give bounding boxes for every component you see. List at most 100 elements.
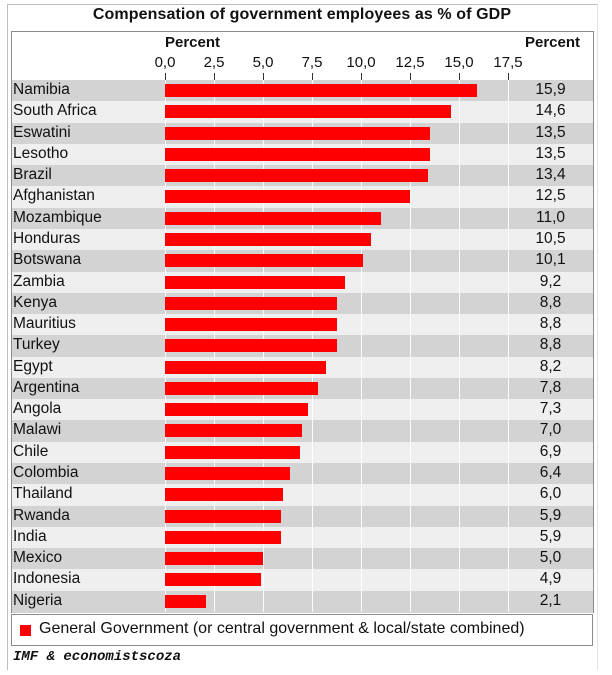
category-label: Turkey — [13, 336, 60, 354]
bar — [165, 488, 283, 502]
x-tick-mark — [214, 73, 215, 80]
bar — [165, 467, 291, 481]
category-label: Botswana — [13, 251, 82, 269]
row-band: Chile 6,9 — [12, 441, 593, 464]
value-label: 8,8 — [539, 336, 562, 354]
bar — [165, 530, 281, 544]
bar — [165, 190, 410, 204]
x-tick-label: 7,5 — [301, 54, 323, 71]
bar — [165, 147, 430, 161]
gridline — [508, 80, 509, 612]
category-label: Brazil — [13, 166, 52, 184]
category-label: Lesotho — [13, 144, 69, 162]
chart-frame — [7, 4, 598, 670]
category-label: Colombia — [13, 464, 79, 482]
x-tick-label: 15,0 — [444, 54, 474, 71]
bar — [165, 296, 338, 310]
gridline — [459, 80, 460, 612]
legend-label: General Government (or central governmen… — [39, 620, 525, 637]
gridline — [410, 80, 411, 612]
value-label: 7,8 — [539, 378, 562, 396]
category-label: Honduras — [13, 229, 81, 247]
x-tick-label: 0,0 — [154, 54, 176, 71]
row-band: Mexico 5,0 — [12, 548, 593, 571]
category-label: Mexico — [13, 549, 63, 567]
value-label: 11,0 — [535, 208, 566, 226]
value-label: 6,0 — [539, 485, 562, 503]
row-band: Indonesia 4,9 — [12, 569, 593, 592]
row-band: Nigeria 2,1 — [12, 590, 593, 613]
row-band: India 5,9 — [12, 526, 593, 549]
bar — [165, 573, 262, 587]
row-band: Malawi 7,0 — [12, 420, 593, 443]
bar — [165, 275, 346, 289]
category-label: Argentina — [13, 378, 80, 396]
category-label: Zambia — [13, 272, 65, 290]
value-label: 12,5 — [535, 187, 566, 205]
value-label: 8,8 — [539, 293, 562, 311]
value-label: 13,4 — [535, 166, 566, 184]
category-label: India — [13, 527, 47, 545]
value-label: 8,2 — [539, 357, 562, 375]
bar — [165, 381, 318, 395]
category-label: Thailand — [13, 485, 73, 503]
value-label: 2,1 — [539, 591, 562, 609]
x-tick-mark — [263, 73, 264, 80]
value-label: 13,5 — [535, 144, 566, 162]
x-tick-mark — [165, 73, 166, 80]
row-band: Colombia 6,4 — [12, 463, 593, 486]
bar — [165, 360, 326, 374]
category-label: Mauritius — [13, 315, 76, 333]
x-tick-label: 2,5 — [203, 54, 225, 71]
category-label: Kenya — [13, 293, 57, 311]
category-label: Afghanistan — [13, 187, 95, 205]
value-label: 14,6 — [535, 102, 566, 120]
value-label: 7,3 — [539, 400, 562, 418]
category-label: Namibia — [13, 81, 70, 98]
bar — [165, 254, 363, 268]
x-tick-mark — [312, 73, 313, 80]
x-tick-mark — [410, 73, 411, 80]
bar — [165, 169, 428, 183]
value-label: 10,1 — [535, 251, 566, 269]
value-label: 4,9 — [539, 570, 562, 588]
category-label: Rwanda — [13, 506, 70, 524]
value-label: 13,5 — [535, 123, 566, 141]
bar — [165, 126, 430, 140]
category-label: Eswatini — [13, 123, 71, 141]
value-label: 6,4 — [539, 464, 562, 482]
x-axis-title: Percent — [165, 34, 221, 51]
x-tick-mark — [459, 73, 460, 80]
bar — [165, 232, 371, 246]
bar — [165, 552, 263, 566]
value-label: 15,9 — [535, 81, 566, 98]
chart-title: Compensation of government employees as … — [92, 6, 512, 23]
value-label: 8,8 — [539, 315, 562, 333]
bar — [165, 445, 301, 459]
value-label: 5,0 — [539, 549, 562, 567]
x-tick-label: 17,5 — [493, 54, 523, 71]
x-tick-mark — [508, 73, 509, 80]
category-label: Malawi — [13, 421, 62, 439]
value-label: 7,0 — [539, 421, 562, 439]
category-label: Egypt — [13, 357, 53, 375]
category-label: Chile — [13, 442, 49, 460]
bar — [165, 594, 207, 608]
value-label: 10,5 — [535, 229, 566, 247]
value-label: 9,2 — [539, 272, 562, 290]
x-tick-label: 12,5 — [395, 54, 425, 71]
x-tick-mark — [361, 73, 362, 80]
category-label: Nigeria — [13, 591, 63, 609]
value-column-header: Percent — [525, 34, 581, 51]
legend-swatch — [20, 625, 31, 636]
bar — [165, 424, 303, 438]
bar — [165, 403, 309, 417]
value-label: 5,9 — [539, 506, 562, 524]
bar — [165, 105, 452, 119]
value-label: 6,9 — [539, 442, 562, 460]
x-tick-label: 5,0 — [252, 54, 274, 71]
category-label: Indonesia — [13, 570, 81, 588]
row-band: Rwanda 5,9 — [12, 505, 593, 528]
category-label: South Africa — [13, 102, 97, 120]
bar — [165, 84, 477, 97]
